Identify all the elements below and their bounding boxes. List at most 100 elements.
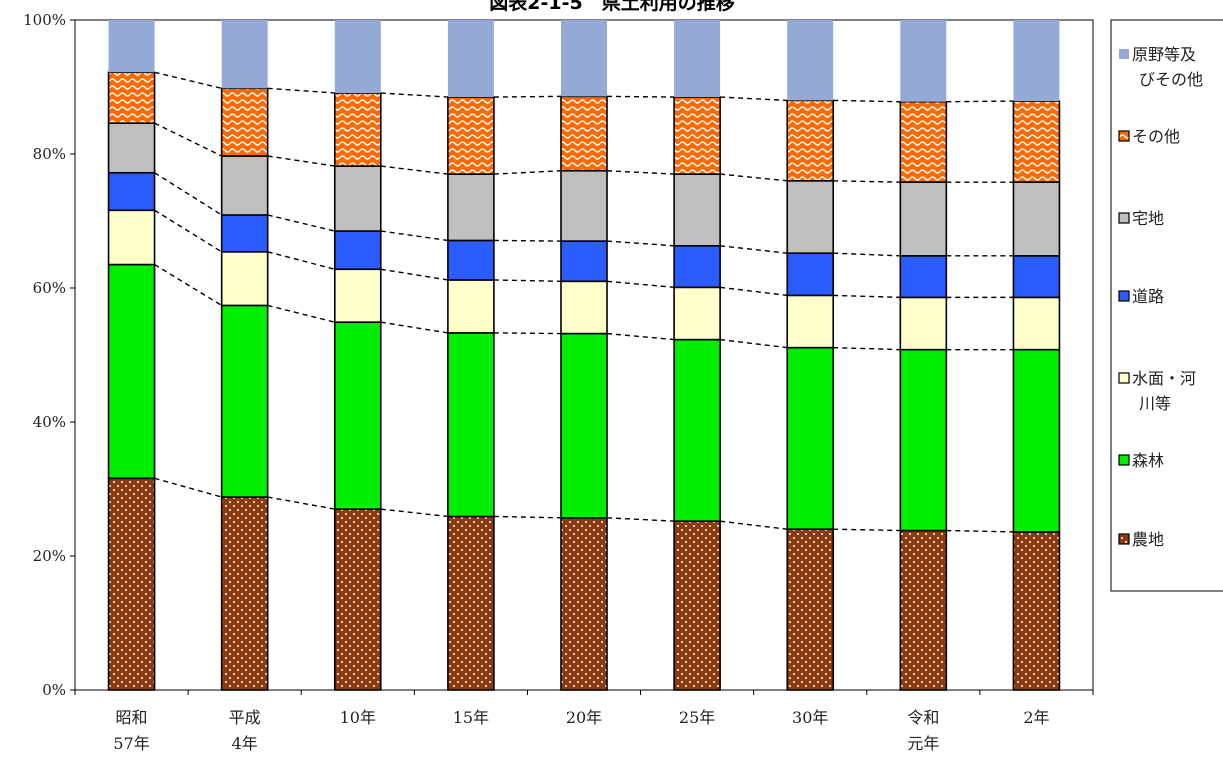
y-tick-label: 100% — [23, 11, 66, 29]
bar-segment — [673, 244, 721, 289]
connector-line — [380, 165, 448, 175]
legend-label: 水面・河川等 — [1132, 369, 1196, 413]
connector-line — [154, 172, 223, 216]
legend-item: 農地 — [1118, 530, 1164, 549]
legend-swatch — [1118, 290, 1130, 302]
x-category-label: 昭和 57年 — [113, 708, 149, 753]
bar-segment — [1012, 100, 1061, 183]
bar-segment — [333, 230, 382, 271]
connector-line — [154, 122, 222, 157]
connector-line — [493, 515, 562, 519]
bar-segment — [107, 209, 156, 266]
legend-frame — [1110, 19, 1223, 592]
connector-line — [833, 346, 901, 351]
connector-line — [606, 95, 675, 98]
bar-segment — [899, 181, 948, 257]
bar-segment — [560, 95, 608, 172]
legend-swatch — [1118, 212, 1130, 224]
bar-segment — [899, 296, 948, 351]
bar-segment — [333, 508, 382, 691]
y-tick-label: 0% — [42, 681, 66, 699]
bar-segment — [447, 173, 495, 242]
bar-segment — [560, 332, 608, 519]
bar-segment — [107, 71, 156, 124]
bar-segment — [221, 20, 268, 89]
legend-item: 森林 — [1118, 451, 1164, 470]
connector-line — [380, 321, 448, 334]
legend-label: 道路 — [1132, 287, 1164, 306]
y-tick-label: 20% — [33, 547, 66, 565]
bar-segment — [1012, 255, 1061, 299]
x-category-label: 30年 — [792, 708, 828, 727]
bar-segment — [447, 332, 495, 518]
bar-segment — [673, 286, 721, 341]
bar-stack — [786, 20, 835, 691]
connector-line — [833, 528, 901, 532]
x-category-label: 平成 4年 — [229, 708, 261, 753]
bar-segment — [900, 20, 947, 102]
bar-segment — [107, 477, 156, 691]
connector-line — [720, 338, 788, 349]
bar-segment — [673, 520, 721, 691]
bar-segment — [1013, 20, 1060, 102]
x-category-label: 25年 — [679, 708, 715, 727]
connector-line — [720, 520, 788, 530]
bar-segment — [220, 214, 269, 253]
y-tick-label: 60% — [33, 279, 66, 297]
connector-line — [606, 517, 675, 522]
bar-segment — [447, 20, 494, 98]
connector-line — [833, 294, 901, 299]
connector-line — [833, 180, 901, 183]
connector-line — [946, 100, 1014, 103]
bar-segment — [786, 252, 835, 297]
connector-line — [606, 170, 675, 175]
bar-segment — [786, 180, 835, 254]
bar-segment — [561, 20, 607, 97]
bar-stack — [107, 20, 156, 691]
x-axis: 昭和 57年 平成 4年 10年 15年 20年 25年 30年 令和元年 2年 — [74, 690, 1094, 753]
bar-segment — [899, 255, 948, 299]
legend-item: 水面・河川等 — [1118, 369, 1196, 413]
bar-stacks — [107, 20, 1061, 691]
connector-line — [154, 71, 222, 90]
connector-line — [493, 279, 562, 282]
bar-segment — [673, 96, 721, 175]
bar-segment — [107, 263, 156, 480]
bar-segment — [786, 294, 835, 349]
connector-line — [720, 173, 788, 182]
legend-item: 宅地 — [1118, 209, 1164, 228]
legend-swatch — [1118, 454, 1130, 466]
legend-item: 原野等及びその他 — [1119, 45, 1203, 89]
chart-title: 図表2-1-5 県土利用の推移 — [489, 0, 734, 14]
legend-item: その他 — [1118, 127, 1180, 146]
legend-swatch — [1118, 372, 1130, 384]
bar-stack — [220, 20, 269, 691]
bar-segment — [220, 496, 269, 691]
connector-line — [154, 209, 223, 253]
legend-label: その他 — [1132, 127, 1180, 146]
bar-stack — [899, 20, 948, 691]
bar-segment — [560, 240, 608, 283]
x-category-label: 2年 — [1023, 708, 1049, 727]
legend-swatch — [1118, 130, 1130, 142]
legend-label: 原野等及びその他 — [1132, 45, 1203, 89]
bar-segment — [786, 346, 835, 531]
connector-line — [267, 155, 335, 167]
bar-segment — [447, 279, 495, 334]
bar-segment — [447, 96, 495, 175]
connector-line — [606, 332, 675, 341]
bar-segment — [333, 165, 382, 232]
connector-line — [833, 99, 901, 103]
bar-segment — [1012, 348, 1061, 533]
connector-line — [720, 96, 788, 102]
legend-swatch — [1118, 533, 1130, 545]
bar-segment — [560, 517, 608, 691]
bar-segment — [899, 348, 948, 532]
connector-line — [493, 170, 562, 175]
y-axis: 0% 20% 40% 60% 80% 100% — [23, 11, 75, 699]
x-category-label: 令和元年 — [907, 708, 939, 753]
legend-label: 森林 — [1132, 451, 1164, 470]
x-category-label: 20年 — [566, 708, 602, 727]
